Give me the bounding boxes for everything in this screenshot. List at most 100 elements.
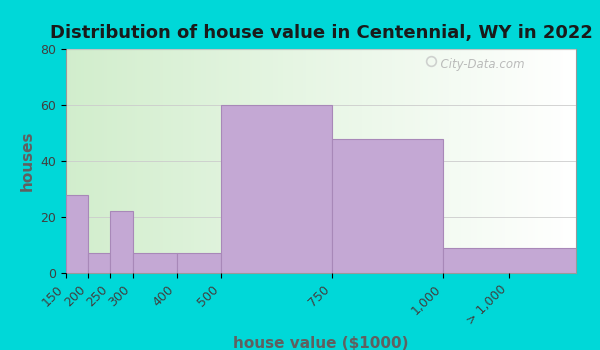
Bar: [487, 49, 490, 273]
Bar: [235, 49, 237, 273]
Bar: [492, 49, 494, 273]
Bar: [525, 49, 527, 273]
Bar: [490, 49, 492, 273]
Bar: [405, 49, 408, 273]
Bar: [254, 49, 257, 273]
Bar: [170, 49, 173, 273]
Bar: [181, 49, 184, 273]
Bar: [296, 49, 298, 273]
Bar: [313, 49, 316, 273]
Bar: [298, 49, 301, 273]
Bar: [332, 139, 443, 273]
Bar: [374, 49, 377, 273]
Bar: [86, 49, 89, 273]
Bar: [272, 49, 275, 273]
Bar: [196, 49, 199, 273]
Bar: [209, 49, 211, 273]
Bar: [479, 49, 482, 273]
Bar: [568, 49, 571, 273]
Bar: [398, 49, 400, 273]
Bar: [178, 49, 181, 273]
Bar: [421, 49, 423, 273]
Bar: [357, 49, 359, 273]
Bar: [245, 49, 247, 273]
Bar: [206, 49, 209, 273]
Bar: [446, 49, 449, 273]
Bar: [413, 49, 415, 273]
Bar: [88, 253, 110, 273]
Bar: [143, 49, 145, 273]
Bar: [372, 49, 374, 273]
Bar: [319, 49, 321, 273]
Bar: [482, 49, 484, 273]
Bar: [224, 49, 227, 273]
Bar: [336, 49, 339, 273]
Bar: [329, 49, 331, 273]
Bar: [221, 49, 224, 273]
Bar: [410, 49, 413, 273]
Bar: [392, 49, 395, 273]
Bar: [160, 49, 163, 273]
Bar: [388, 49, 390, 273]
Bar: [438, 49, 441, 273]
Bar: [326, 49, 329, 273]
Bar: [520, 49, 523, 273]
Bar: [268, 49, 270, 273]
Bar: [311, 49, 313, 273]
Bar: [66, 49, 68, 273]
Bar: [517, 49, 520, 273]
Bar: [290, 49, 293, 273]
Bar: [484, 49, 487, 273]
Bar: [359, 49, 362, 273]
Bar: [109, 49, 112, 273]
Bar: [250, 49, 252, 273]
Bar: [278, 49, 280, 273]
Bar: [423, 49, 425, 273]
Bar: [443, 49, 446, 273]
Bar: [303, 49, 306, 273]
Bar: [301, 49, 303, 273]
Title: Distribution of house value in Centennial, WY in 2022: Distribution of house value in Centennia…: [50, 24, 592, 42]
Bar: [145, 49, 148, 273]
Bar: [193, 49, 196, 273]
Bar: [94, 49, 97, 273]
Bar: [563, 49, 566, 273]
Bar: [415, 49, 418, 273]
Bar: [119, 49, 122, 273]
Bar: [133, 49, 135, 273]
Bar: [217, 49, 219, 273]
Bar: [270, 49, 272, 273]
Bar: [464, 49, 466, 273]
Bar: [283, 49, 286, 273]
Bar: [158, 49, 160, 273]
Bar: [280, 49, 283, 273]
Bar: [306, 49, 308, 273]
Bar: [229, 49, 232, 273]
Bar: [505, 49, 507, 273]
Bar: [107, 49, 109, 273]
Bar: [545, 49, 548, 273]
Bar: [571, 49, 574, 273]
Bar: [561, 49, 563, 273]
Bar: [150, 49, 153, 273]
Bar: [443, 248, 576, 273]
Bar: [551, 49, 553, 273]
Bar: [242, 49, 245, 273]
Bar: [380, 49, 382, 273]
Bar: [474, 49, 476, 273]
Bar: [459, 49, 461, 273]
Bar: [89, 49, 91, 273]
Bar: [451, 49, 454, 273]
Bar: [344, 49, 347, 273]
Bar: [214, 49, 217, 273]
Bar: [385, 49, 388, 273]
Y-axis label: houses: houses: [20, 131, 35, 191]
Bar: [140, 49, 143, 273]
Bar: [436, 49, 438, 273]
Bar: [115, 49, 117, 273]
Bar: [173, 49, 176, 273]
Bar: [533, 49, 535, 273]
Bar: [252, 49, 255, 273]
Bar: [466, 49, 469, 273]
Bar: [556, 49, 558, 273]
